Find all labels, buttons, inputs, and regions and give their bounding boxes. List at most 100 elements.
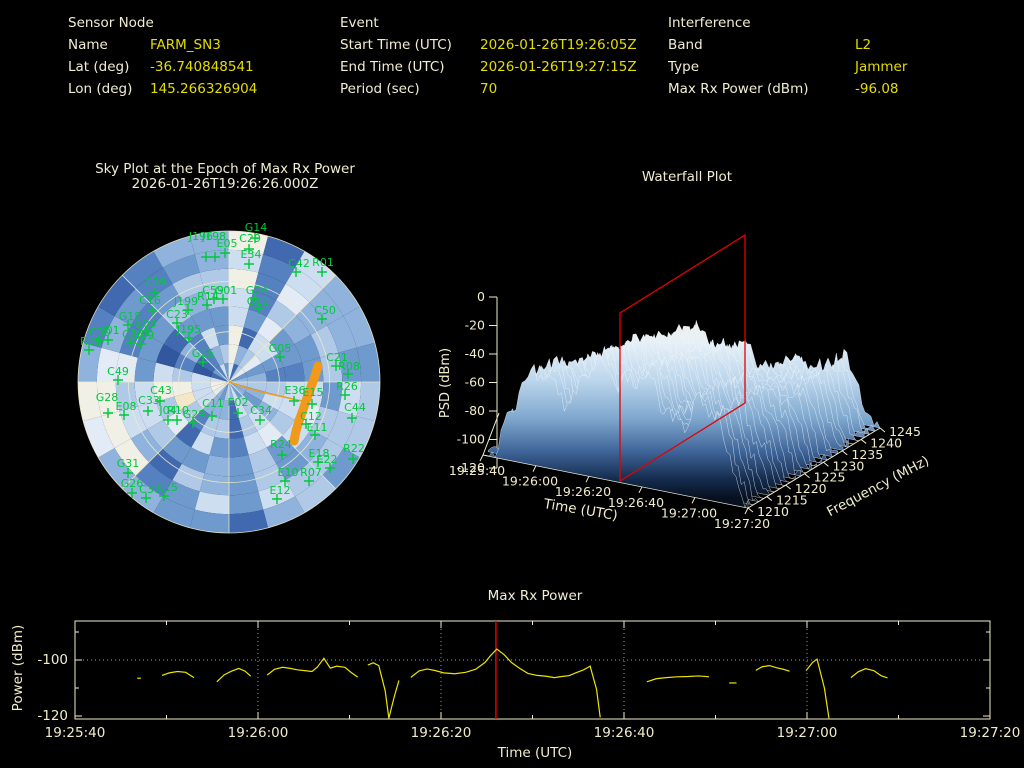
satellite-marker: E10: [278, 466, 298, 486]
end-time-value: 2026-01-26T19:27:15Z: [480, 59, 637, 75]
time-tick-label: 19:26:40: [608, 495, 664, 510]
power-xtick-label: 19:25:40: [45, 725, 106, 741]
power-ytick-label: -100: [37, 652, 68, 668]
satellite-label: J04: [158, 404, 176, 417]
power-chart-title: Max Rx Power: [487, 588, 583, 604]
freq-tick-label: 1235: [851, 447, 883, 462]
satellite-marker: C36: [122, 328, 144, 348]
psd-tick-label: -60: [465, 375, 485, 390]
satellite-marker: R07: [300, 466, 322, 486]
satellite-label: C33: [138, 394, 160, 407]
lon-value: 145.266326904: [150, 81, 258, 97]
satellite-marker: E11: [307, 421, 327, 440]
satellite-label: R08: [338, 360, 360, 373]
period-label: Period (sec): [340, 81, 420, 97]
satellite-marker: E36: [285, 384, 305, 406]
satellite-label: E34: [241, 248, 262, 261]
satellite-marker: C21: [326, 351, 348, 371]
satellite-marker: G18: [119, 310, 141, 330]
satellite-marker: C49: [107, 365, 129, 385]
skyplot-epoch: 2026-01-26T19:26:26.000Z: [131, 176, 319, 192]
power-xtick-label: 19:27:20: [960, 725, 1021, 741]
satellite-marker: E15: [303, 386, 324, 409]
satellite-marker: R08: [338, 360, 360, 379]
max-rx-power-label: Max Rx Power (dBm): [668, 81, 809, 97]
power-xaxis-label: Time (UTC): [497, 745, 573, 761]
satellite-marker: G05: [269, 342, 291, 362]
satellite-marker: C23: [166, 308, 188, 328]
satellite-marker: G09: [132, 329, 154, 349]
satellite-label: G26: [121, 477, 144, 490]
satellite-marker: R01: [312, 256, 334, 277]
satellite-marker: G14: [245, 221, 267, 243]
psd-tick-label: -20: [465, 318, 485, 333]
satellite-marker: E02: [228, 396, 248, 418]
interference-title: Interference: [668, 15, 751, 31]
satellite-label: G31: [117, 457, 140, 470]
satellite-marker: G04: [246, 284, 268, 304]
power-axes: [74, 620, 991, 720]
satellite-marker: E08: [116, 400, 136, 420]
event-title: Event: [340, 15, 379, 31]
satellite-marker: J198: [201, 230, 226, 262]
start-time-value: 2026-01-26T19:26:05Z: [480, 37, 637, 53]
satellite-label: R09: [80, 335, 102, 348]
satellite-marker: J195: [176, 323, 201, 343]
satellite-label: C23: [166, 308, 188, 321]
psd-axis-label: PSD (dBm): [438, 348, 453, 418]
satellite-label: C50: [314, 304, 336, 317]
satellite-marker: R22: [343, 442, 365, 464]
freq-tick-label: 1240: [870, 435, 902, 450]
power-xtick-label: 19:26:20: [411, 725, 472, 741]
end-time-label: End Time (UTC): [340, 59, 445, 75]
psd-tick-label: -40: [465, 346, 485, 361]
name-label: Name: [68, 37, 108, 53]
satellite-label: C12: [300, 410, 322, 423]
satellite-marker: C33: [138, 394, 160, 416]
satellite-label: C21: [326, 351, 348, 364]
satellite-label: C30: [89, 326, 111, 339]
freq-tick-label: 1230: [833, 458, 865, 473]
satellite-label: C43: [150, 384, 172, 397]
satellite-marker: J01: [101, 324, 120, 345]
satellite-marker: R24: [270, 438, 292, 460]
psd-tick-label: -120: [457, 460, 485, 475]
satellite-marker: E12: [270, 484, 291, 504]
time-tick-label: 19:26:00: [502, 474, 558, 489]
power-xtick-label: 19:26:00: [228, 725, 289, 741]
satellite-marker: E03: [136, 317, 156, 336]
satellite-marker: R15: [156, 481, 178, 501]
freq-tick-label: 1215: [776, 493, 808, 508]
freq-tick-label: 1220: [795, 481, 827, 496]
time-tick-label: 19:27:00: [661, 505, 717, 520]
satellite-label: C49: [107, 365, 129, 378]
satellite-marker: C29: [239, 232, 261, 254]
satellite-label: C39: [144, 276, 166, 289]
power-trace: [137, 648, 888, 719]
satellite-marker: C44: [344, 401, 366, 423]
satellite-marker: G31: [117, 457, 140, 478]
satellite-label: J01: [101, 324, 119, 337]
satellite-label: C16: [139, 294, 161, 307]
satellite-label: E15: [303, 386, 324, 399]
skyplot-grid: [77, 230, 381, 534]
satellite-marker: C16: [139, 294, 161, 316]
satellite-label: C44: [344, 401, 366, 414]
satellite-marker: G25: [192, 347, 214, 367]
satellite-label: E22: [317, 453, 338, 466]
satellite-label: E12: [270, 484, 291, 497]
satellite-label: G12: [247, 295, 270, 308]
satellite-label: R07: [300, 466, 322, 479]
satellite-marker: C30: [89, 326, 111, 346]
satellite-label: R24: [270, 438, 292, 451]
power-ytick-label: -120: [37, 708, 68, 724]
power-xtick-label: 19:26:40: [594, 725, 655, 741]
satellite-label: J199: [173, 295, 198, 308]
satellite-label: C34: [250, 404, 272, 417]
satellite-marker: C12: [300, 410, 322, 429]
